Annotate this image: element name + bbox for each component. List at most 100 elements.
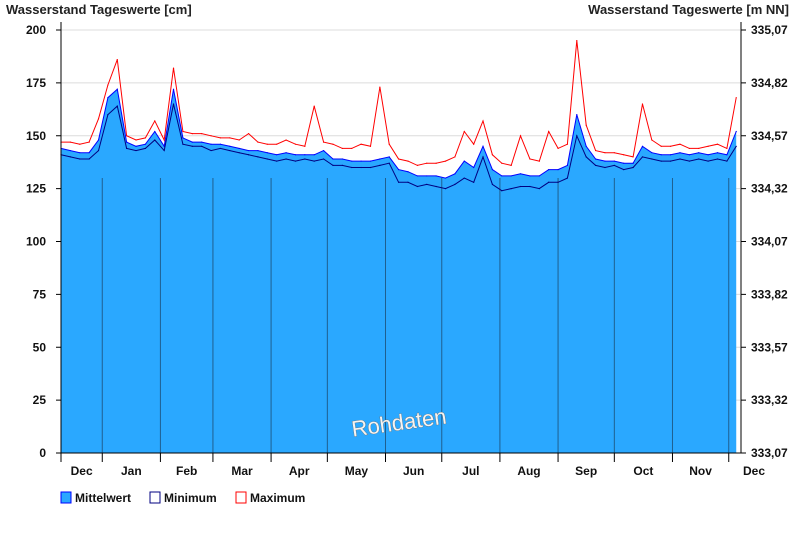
minimum-point	[726, 160, 728, 162]
maximum-point	[613, 152, 615, 154]
minimum-point	[135, 149, 137, 152]
minimum-point	[294, 160, 297, 162]
minimum-point	[247, 154, 250, 156]
mittelwert-point	[154, 130, 156, 133]
minimum-point	[463, 177, 465, 179]
minimum-point	[313, 160, 315, 162]
minimum-point	[172, 103, 175, 105]
legend-swatch-minimum	[149, 491, 161, 504]
maximum-point	[707, 145, 709, 147]
maximum-point	[257, 141, 259, 143]
mittelwert-point	[444, 177, 447, 179]
mittelwert-point	[144, 143, 147, 145]
minimum-point	[716, 158, 719, 160]
maximum-point	[360, 143, 362, 145]
minimum-point	[444, 188, 447, 190]
maximum-point	[679, 143, 681, 145]
minimum-point	[398, 181, 400, 183]
maximum-point	[473, 143, 475, 145]
minimum-point	[341, 164, 343, 166]
minimum-point	[332, 164, 334, 166]
maximum-point	[510, 164, 512, 166]
minimum-point	[229, 149, 231, 152]
maximum-point	[641, 103, 644, 105]
minimum-point	[585, 156, 587, 158]
mittelwert-point	[247, 149, 250, 152]
mittelwert-point	[163, 145, 165, 147]
maximum-point	[69, 141, 71, 143]
minimum-point	[632, 166, 634, 169]
mittelwert-point	[623, 162, 625, 164]
y-right-tick-label: 335,07	[751, 23, 788, 37]
maximum-point	[416, 164, 418, 166]
mittelwert-point	[735, 130, 737, 133]
minimum-point	[257, 156, 259, 158]
minimum-point	[266, 158, 268, 160]
x-month-label: Jan	[121, 464, 142, 478]
legend-swatch-mittelwert	[60, 491, 72, 504]
mittelwert-point	[341, 158, 343, 160]
mittelwert-point	[379, 158, 381, 160]
minimum-point	[369, 166, 372, 169]
legend-swatch-maximum	[235, 491, 247, 504]
mittelwert-point	[294, 154, 297, 156]
maximum-point	[716, 143, 719, 145]
minimum-point	[538, 188, 540, 190]
minimum-point	[548, 181, 550, 183]
minimum-point	[454, 183, 456, 185]
y-tick-label: 200	[26, 23, 46, 37]
minimum-point	[416, 185, 418, 188]
mittelwert-point	[473, 166, 475, 169]
minimum-point	[735, 145, 737, 147]
x-month-label: Dec	[71, 464, 93, 478]
maximum-point	[519, 135, 522, 137]
maximum-point	[238, 139, 240, 141]
y-tick-label: 50	[33, 340, 47, 354]
mittelwert-point	[641, 145, 644, 147]
right-axis-title: Wasserstand Tageswerte [m NN]	[588, 2, 789, 17]
x-month-label: Dec	[743, 464, 765, 478]
mittelwert-point	[454, 173, 456, 175]
x-month-label: Jul	[462, 464, 479, 478]
minimum-point	[276, 160, 278, 162]
mittelwert-point	[126, 141, 128, 143]
mittelwert-point	[360, 160, 362, 162]
mittelwert-point	[519, 173, 522, 175]
minimum-point	[219, 147, 222, 150]
x-month-label: Mar	[231, 464, 253, 478]
maximum-point	[97, 118, 100, 120]
maximum-point	[247, 133, 250, 135]
maximum-point	[651, 139, 653, 141]
maximum-point	[294, 143, 297, 145]
y-tick-label: 150	[26, 129, 46, 143]
maximum-point	[632, 156, 634, 158]
maximum-point	[501, 162, 503, 164]
minimum-point	[304, 158, 306, 160]
minimum-point	[69, 156, 71, 158]
mittelwert-point	[482, 145, 484, 147]
minimum-point	[407, 181, 409, 183]
minimum-point	[351, 166, 353, 169]
y-right-tick-label: 334,32	[751, 182, 788, 196]
mittelwert-point	[97, 139, 100, 141]
maximum-point	[379, 86, 381, 88]
mittelwert-point	[548, 168, 550, 171]
minimum-point	[623, 168, 625, 171]
minimum-point	[604, 166, 606, 169]
maximum-point	[313, 105, 315, 107]
minimum-point	[379, 164, 381, 166]
minimum-point	[116, 105, 118, 107]
maximum-point	[463, 130, 465, 133]
maximum-point	[88, 141, 90, 143]
mittelwert-point	[435, 175, 437, 177]
minimum-point	[435, 185, 437, 188]
mittelwert-point	[266, 152, 268, 154]
maximum-point	[548, 130, 550, 133]
maximum-point	[369, 145, 372, 147]
minimum-point	[144, 147, 147, 150]
mittelwert-point	[463, 160, 465, 162]
minimum-point	[97, 149, 100, 152]
left-axis-title: Wasserstand Tageswerte [cm]	[6, 2, 192, 17]
maximum-point	[172, 67, 175, 69]
mittelwert-point	[426, 175, 428, 177]
